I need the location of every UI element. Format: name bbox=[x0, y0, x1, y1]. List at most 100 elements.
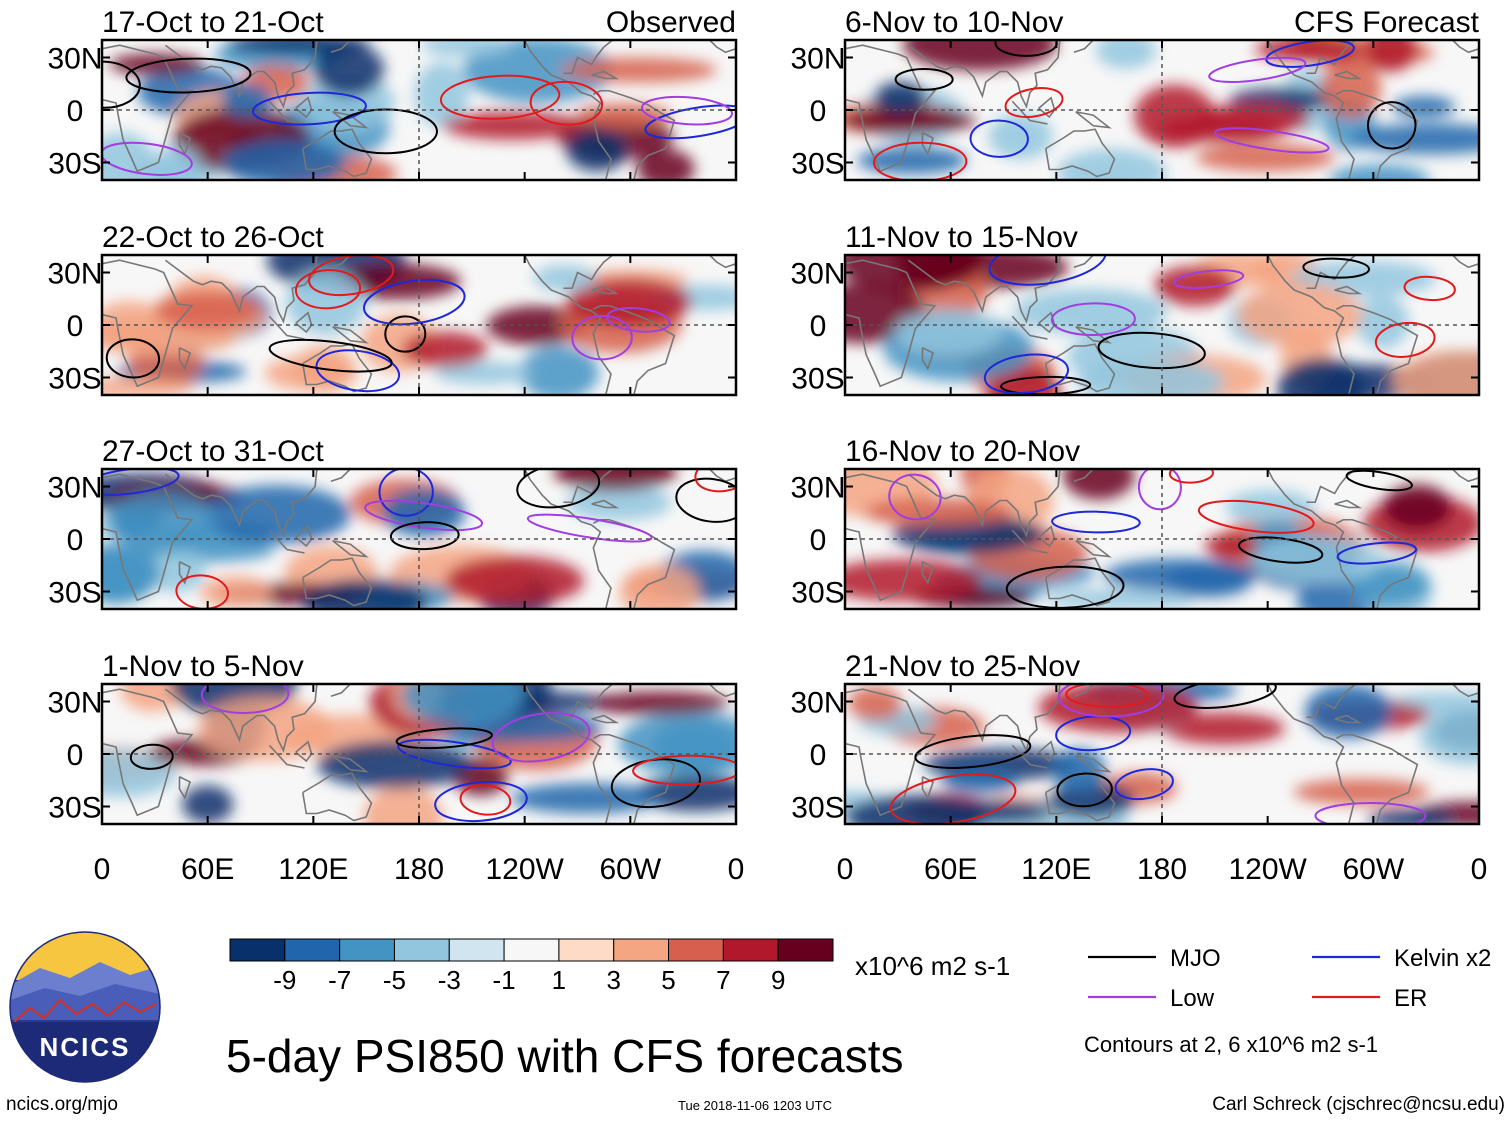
lat-label: 0 bbox=[67, 95, 84, 128]
lat-label: 30N bbox=[47, 258, 102, 291]
colorbar-swatch bbox=[393, 938, 450, 962]
map-panel-forecast-4: 21-Nov to 25-Nov bbox=[843, 650, 1481, 826]
colorbar-units: x10^6 m2 s-1 bbox=[855, 951, 1010, 981]
panel-title: 22-Oct to 26-Oct bbox=[102, 221, 324, 254]
colorbar-swatch bbox=[613, 938, 670, 962]
wave-contours bbox=[872, 40, 1417, 180]
coastlines bbox=[102, 255, 736, 395]
lat-label: 0 bbox=[67, 524, 84, 557]
panel-title: 17-Oct to 21-Oct bbox=[102, 6, 324, 39]
map-ticks bbox=[844, 684, 1480, 824]
map-ticks bbox=[101, 469, 737, 609]
lat-label: 30N bbox=[790, 472, 845, 505]
colorbar-tick: -1 bbox=[493, 965, 516, 995]
lon-label: 0 bbox=[837, 853, 854, 886]
map-panel-forecast-3: 16-Nov to 20-Nov bbox=[843, 435, 1481, 611]
lon-label: 0 bbox=[728, 853, 745, 886]
map-panel-observed-1: 17-Oct to 21-Oct Observed bbox=[100, 6, 738, 182]
lat-label: 30S bbox=[791, 148, 844, 181]
panel-title: 1-Nov to 5-Nov bbox=[102, 650, 304, 683]
lon-label: 60W bbox=[1342, 853, 1404, 886]
colorbar-swatch bbox=[284, 938, 341, 962]
lon-label: 120E bbox=[278, 853, 348, 886]
lon-label: 180 bbox=[394, 853, 444, 886]
lat-label: 0 bbox=[67, 310, 84, 343]
lon-label: 60E bbox=[181, 853, 234, 886]
colorbar-tick: 9 bbox=[771, 965, 785, 995]
wave-contours bbox=[105, 255, 671, 393]
colorbar-tick: 1 bbox=[552, 965, 566, 995]
legend-label: MJO bbox=[1170, 945, 1221, 972]
lon-label: 120W bbox=[485, 853, 564, 886]
lat-label: 30N bbox=[790, 43, 845, 76]
colorbar-tick: 5 bbox=[661, 965, 675, 995]
legend-label: Low bbox=[1170, 985, 1215, 1012]
site-url: ncics.org/mjo bbox=[6, 1094, 118, 1115]
map-panel-observed-2: 22-Oct to 26-Oct bbox=[100, 221, 738, 397]
lat-label: 0 bbox=[810, 739, 827, 772]
lat-label: 0 bbox=[67, 739, 84, 772]
colorbar-swatch bbox=[668, 938, 724, 962]
lon-label: 60E bbox=[924, 853, 977, 886]
lat-label: 30S bbox=[48, 792, 101, 825]
coastlines bbox=[845, 255, 1479, 395]
map-ticks bbox=[101, 40, 737, 180]
coastlines bbox=[102, 40, 736, 180]
colorbar: -9 -7 -5 -3 -1 1 3 5 7 9 x10^6 m2 s-1 bbox=[229, 938, 1010, 995]
psi-anomaly-shading bbox=[845, 255, 1479, 395]
lat-label: 0 bbox=[810, 95, 827, 128]
lat-label: 30N bbox=[47, 472, 102, 505]
map-ticks bbox=[101, 255, 737, 395]
psi-anomaly-shading bbox=[845, 684, 1479, 824]
lon-label: 120E bbox=[1021, 853, 1091, 886]
lat-label: 0 bbox=[810, 310, 827, 343]
colorbar-swatch bbox=[722, 938, 779, 962]
lat-label: 30S bbox=[48, 148, 101, 181]
coastlines bbox=[845, 469, 1479, 609]
contour-note: Contours at 2, 6 x10^6 m2 s-1 bbox=[1084, 1032, 1378, 1057]
lat-label: 30N bbox=[790, 258, 845, 291]
panel-title: 16-Nov to 20-Nov bbox=[845, 435, 1080, 468]
legend-label: ER bbox=[1394, 985, 1427, 1012]
panel-title: 6-Nov to 10-Nov bbox=[845, 6, 1063, 39]
lat-label: 30S bbox=[48, 363, 101, 396]
lat-label: 30S bbox=[791, 577, 844, 610]
colorbar-tick: -5 bbox=[383, 965, 406, 995]
colorbar-swatch bbox=[558, 938, 615, 962]
legend-label: Kelvin x2 bbox=[1394, 945, 1491, 972]
lat-label: 30N bbox=[47, 687, 102, 720]
observed-label: Observed bbox=[606, 6, 736, 39]
map-panel-forecast-1: 6-Nov to 10-Nov CFS Forecast bbox=[843, 6, 1481, 182]
panel-title: 21-Nov to 25-Nov bbox=[845, 650, 1080, 683]
map-ticks bbox=[844, 40, 1480, 180]
colorbar-tick: -7 bbox=[328, 965, 351, 995]
logo-text: NCICS bbox=[40, 1032, 131, 1062]
colorbar-tick: -3 bbox=[438, 965, 461, 995]
wave-contours bbox=[129, 684, 736, 823]
wave-contours bbox=[889, 684, 1427, 824]
colorbar-tick: 3 bbox=[606, 965, 620, 995]
lat-label: 30N bbox=[790, 687, 845, 720]
psi-anomaly-shading bbox=[845, 40, 1479, 180]
map-panel-observed-4: 1-Nov to 5-Nov bbox=[100, 650, 738, 826]
wave-contours bbox=[102, 469, 736, 609]
lat-label: 30S bbox=[791, 792, 844, 825]
lon-label: 0 bbox=[1471, 853, 1488, 886]
forecast-label: CFS Forecast bbox=[1294, 6, 1480, 39]
lon-label: 60W bbox=[599, 853, 661, 886]
coastlines bbox=[102, 469, 736, 609]
map-panel-forecast-2: 11-Nov to 15-Nov bbox=[843, 221, 1481, 397]
colorbar-swatch bbox=[503, 938, 560, 962]
colorbar-swatch bbox=[229, 938, 286, 962]
credit: Carl Schreck (cjschrec@ncsu.edu) bbox=[1212, 1094, 1505, 1115]
lat-label: 0 bbox=[810, 524, 827, 557]
colorbar-swatch bbox=[448, 938, 505, 962]
colorbar-swatch bbox=[777, 938, 834, 962]
lon-label: 120W bbox=[1228, 853, 1307, 886]
ncics-logo: NCICS bbox=[9, 931, 161, 1083]
lat-label: 30S bbox=[48, 577, 101, 610]
panel-title: 27-Oct to 31-Oct bbox=[102, 435, 324, 468]
timestamp: Tue 2018-11-06 1203 UTC bbox=[678, 1098, 832, 1113]
map-ticks bbox=[101, 684, 737, 824]
